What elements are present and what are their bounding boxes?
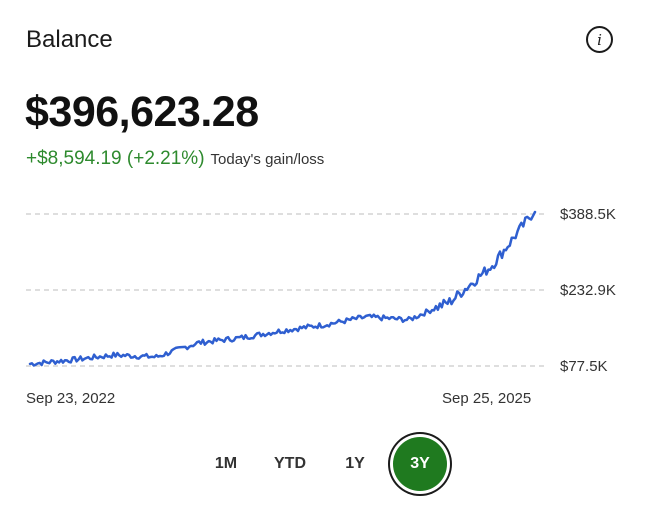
range-1y-button[interactable]: 1Y [344,438,366,490]
y-tick-label-bottom: $77.5K [560,358,608,375]
gain-label: Today's gain/loss [210,151,325,168]
x-tick-label-end: Sep 25, 2025 [442,390,532,407]
range-3y-button[interactable]: 3Y [393,437,447,491]
series-line [28,210,537,367]
y-tick-label-mid: $232.9K [560,282,616,299]
range-1m-button[interactable]: 1M [212,438,240,490]
range-selector: 1M YTD 1Y 3Y [200,437,460,491]
info-icon[interactable]: i [586,26,613,53]
range-ytd-button[interactable]: YTD [272,438,308,490]
gain-row: +$8,594.19 (+2.21%) Today's gain/loss [26,148,324,170]
balance-value: $396,623.28 [25,88,259,136]
y-tick-label-top: $388.5K [560,206,616,223]
grid-lines [26,213,548,367]
page-title: Balance [26,26,113,53]
gain-value: +$8,594.19 (+2.21%) [26,148,205,169]
x-tick-label-start: Sep 23, 2022 [26,390,116,407]
